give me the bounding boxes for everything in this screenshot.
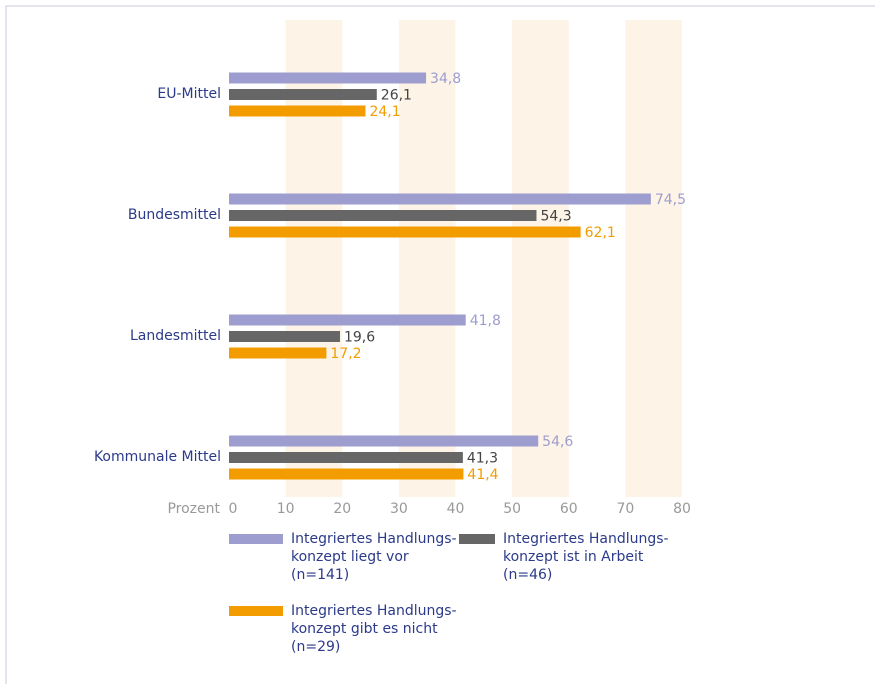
value-label: 34,8 xyxy=(430,71,461,87)
value-label: 17,2 xyxy=(330,346,361,362)
value-label: 26,1 xyxy=(381,88,412,104)
legend-item: Integriertes Handlungs- konzept gibt es … xyxy=(229,602,457,656)
value-label: 74,5 xyxy=(655,192,686,208)
bar xyxy=(229,314,466,326)
bar xyxy=(229,89,377,100)
legend-label: Integriertes Handlungs- konzept ist in A… xyxy=(503,531,669,583)
value-label: 62,1 xyxy=(585,225,616,241)
legend-swatch xyxy=(229,606,283,616)
category-label: Landesmittel xyxy=(130,328,221,344)
x-tick-label: 0 xyxy=(229,501,238,517)
bar xyxy=(229,435,539,447)
category-label: Kommunale Mittel xyxy=(94,449,221,465)
grid-band xyxy=(398,20,456,497)
grid-band xyxy=(625,20,682,497)
legend-swatch xyxy=(229,534,283,544)
bar xyxy=(229,210,537,221)
category-label: Bundesmittel xyxy=(128,207,221,223)
value-label: 41,8 xyxy=(470,313,501,329)
frame xyxy=(5,5,875,684)
x-tick-label: 20 xyxy=(333,501,351,517)
x-tick-label: 50 xyxy=(503,501,521,517)
grid-band xyxy=(512,20,569,497)
value-label: 54,6 xyxy=(542,434,573,450)
bar xyxy=(229,226,581,238)
legend-label: Integriertes Handlungs- konzept gibt es … xyxy=(291,603,457,655)
value-label: 54,3 xyxy=(540,209,571,225)
x-axis-label: Prozent xyxy=(167,501,220,517)
x-tick-label: 70 xyxy=(616,501,634,517)
x-tick-label: 40 xyxy=(447,501,465,517)
category-label: EU-Mittel xyxy=(157,86,221,102)
value-label: 41,3 xyxy=(467,451,498,467)
bar xyxy=(229,452,463,463)
bar xyxy=(229,72,427,84)
bar xyxy=(229,468,464,480)
x-tick-label: 10 xyxy=(277,501,295,517)
value-label: 41,4 xyxy=(467,467,498,483)
value-label: 24,1 xyxy=(369,104,400,120)
bar xyxy=(229,193,651,205)
legend-item: Integriertes Handlungs- konzept liegt vo… xyxy=(229,530,457,584)
bar xyxy=(229,105,366,117)
bar xyxy=(229,331,340,342)
x-tick-label: 30 xyxy=(390,501,408,517)
legend-label: Integriertes Handlungs- konzept liegt vo… xyxy=(291,531,457,583)
legend-item: Integriertes Handlungs- konzept ist in A… xyxy=(459,530,669,584)
x-tick-label: 80 xyxy=(673,501,691,517)
legend-swatch xyxy=(459,534,495,544)
bar xyxy=(229,347,327,359)
value-label: 19,6 xyxy=(344,330,375,346)
x-tick-label: 60 xyxy=(560,501,578,517)
